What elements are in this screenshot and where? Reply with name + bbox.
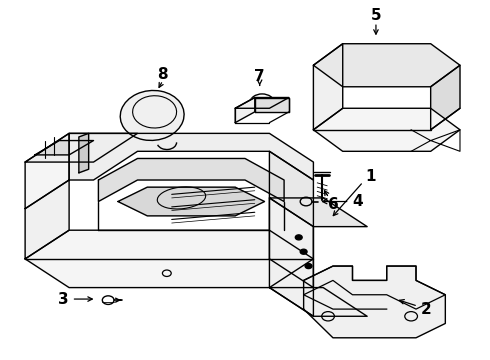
- Polygon shape: [270, 151, 314, 288]
- Polygon shape: [270, 198, 314, 316]
- Text: 3: 3: [58, 292, 69, 307]
- Polygon shape: [98, 158, 284, 202]
- Polygon shape: [79, 134, 89, 173]
- Polygon shape: [314, 108, 460, 151]
- Polygon shape: [235, 98, 255, 123]
- Text: 4: 4: [352, 194, 363, 209]
- Polygon shape: [255, 98, 289, 112]
- Polygon shape: [25, 180, 69, 259]
- Text: 2: 2: [420, 302, 431, 316]
- Text: 8: 8: [158, 67, 168, 82]
- Polygon shape: [25, 134, 138, 162]
- Text: 7: 7: [254, 68, 265, 84]
- Polygon shape: [314, 44, 343, 130]
- Polygon shape: [431, 65, 460, 130]
- Polygon shape: [270, 198, 367, 226]
- Circle shape: [305, 264, 312, 269]
- Polygon shape: [270, 288, 367, 316]
- Text: 1: 1: [366, 169, 376, 184]
- Circle shape: [300, 249, 307, 254]
- Polygon shape: [304, 266, 445, 338]
- Polygon shape: [35, 140, 94, 155]
- Polygon shape: [118, 187, 265, 216]
- Circle shape: [295, 235, 302, 240]
- Text: 5: 5: [370, 8, 381, 23]
- Polygon shape: [69, 134, 314, 180]
- Polygon shape: [25, 230, 314, 288]
- Ellipse shape: [120, 90, 184, 140]
- Polygon shape: [235, 98, 289, 108]
- Polygon shape: [25, 134, 69, 209]
- Text: 6: 6: [328, 197, 338, 212]
- Polygon shape: [314, 44, 460, 87]
